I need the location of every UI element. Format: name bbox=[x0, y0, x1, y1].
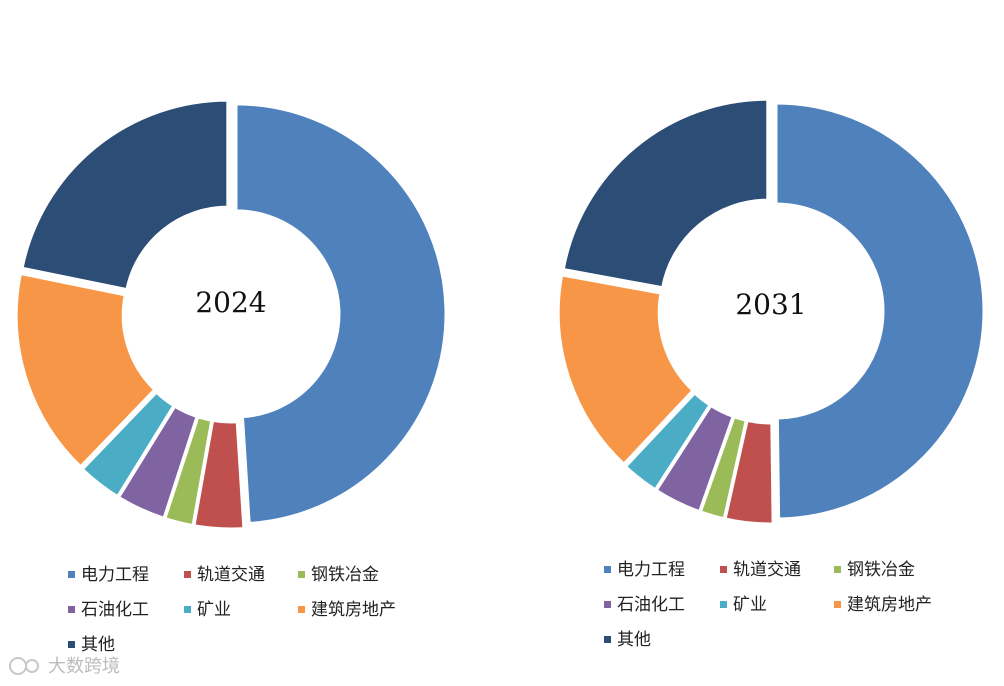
legend-swatch bbox=[68, 571, 75, 578]
legend-item: 钢铁冶金 bbox=[834, 560, 915, 580]
legend-swatch bbox=[834, 601, 841, 608]
legend-item: 电力工程 bbox=[68, 565, 149, 585]
legend-swatch bbox=[184, 606, 191, 613]
legend-label: 建筑房地产 bbox=[311, 600, 396, 620]
legend-label: 矿业 bbox=[197, 600, 231, 620]
legend-swatch bbox=[298, 606, 305, 613]
legend-swatch bbox=[298, 571, 305, 578]
legend-label: 建筑房地产 bbox=[847, 595, 932, 615]
legend-item: 其他 bbox=[604, 630, 651, 650]
slice-5 bbox=[80, 390, 176, 499]
legend-label: 电力工程 bbox=[81, 565, 149, 585]
legend-item: 电力工程 bbox=[604, 560, 685, 580]
legend-item: 其他 bbox=[68, 635, 115, 655]
legend-label: 钢铁冶金 bbox=[311, 565, 379, 585]
legend-swatch bbox=[720, 566, 727, 573]
legend-item: 建筑房地产 bbox=[298, 600, 396, 620]
legend-item: 轨道交通 bbox=[184, 565, 265, 585]
legend-item: 建筑房地产 bbox=[834, 595, 932, 615]
legend-item: 石油化工 bbox=[68, 600, 149, 620]
watermark-text: 大数跨境 bbox=[48, 656, 120, 677]
legend-label: 电力工程 bbox=[617, 560, 685, 580]
slices-2024 bbox=[14, 98, 448, 531]
legend-label: 轨道交通 bbox=[733, 560, 801, 580]
legend-label: 钢铁冶金 bbox=[847, 560, 915, 580]
slice-1 bbox=[774, 101, 986, 521]
center-label-2024: 2024 bbox=[195, 286, 266, 319]
slice-6 bbox=[556, 273, 696, 467]
slice-5 bbox=[623, 390, 713, 492]
legend-label: 石油化工 bbox=[81, 600, 149, 620]
watermark: 大数跨境 bbox=[9, 656, 120, 677]
legend-label: 矿业 bbox=[733, 595, 767, 615]
legend-label: 轨道交通 bbox=[197, 565, 265, 585]
slices-2031 bbox=[556, 97, 986, 526]
legend-swatch bbox=[68, 641, 75, 648]
center-label-2031: 2031 bbox=[735, 288, 806, 321]
legend-swatch bbox=[604, 636, 611, 643]
legend-swatch bbox=[604, 566, 611, 573]
legend-swatch bbox=[68, 606, 75, 613]
watermark-logo-icon bbox=[9, 657, 39, 675]
slice-1 bbox=[234, 102, 448, 526]
legend-item: 石油化工 bbox=[604, 595, 685, 615]
slice-7 bbox=[561, 97, 770, 290]
legend-item: 矿业 bbox=[720, 595, 767, 615]
legend-swatch bbox=[604, 601, 611, 608]
legend-item: 钢铁冶金 bbox=[298, 565, 379, 585]
slice-6 bbox=[14, 271, 157, 469]
legend-swatch bbox=[184, 571, 191, 578]
legend-item: 矿业 bbox=[184, 600, 231, 620]
legend-label: 石油化工 bbox=[617, 595, 685, 615]
slice-7 bbox=[20, 98, 230, 292]
legend-swatch bbox=[834, 566, 841, 573]
legend-swatch bbox=[720, 601, 727, 608]
legend-item: 轨道交通 bbox=[720, 560, 801, 580]
legend-label: 其他 bbox=[617, 630, 651, 650]
legend-label: 其他 bbox=[81, 635, 115, 655]
